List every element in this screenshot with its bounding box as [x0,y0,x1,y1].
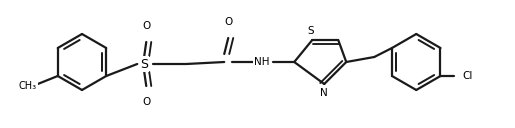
Text: O: O [142,97,150,107]
Text: CH₃: CH₃ [19,81,37,91]
Text: O: O [142,21,150,31]
Text: S: S [307,26,314,36]
Text: N: N [320,88,328,98]
Text: S: S [140,57,148,71]
Text: O: O [224,17,232,27]
Text: Cl: Cl [462,71,473,81]
Text: NH: NH [254,57,270,67]
